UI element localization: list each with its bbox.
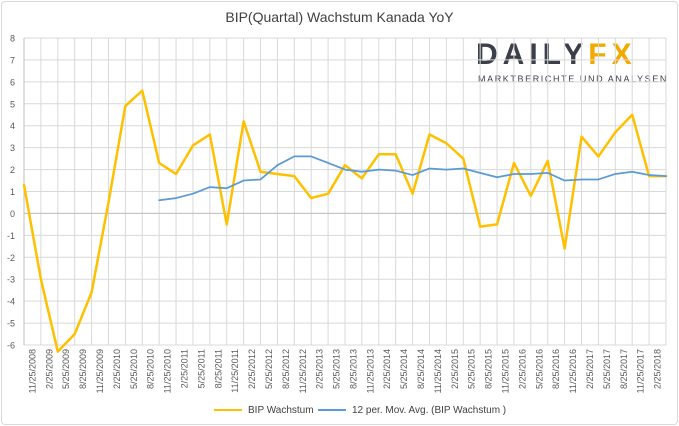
y-tick-label: 8 xyxy=(10,34,15,44)
x-tick-label: 11/25/2014 xyxy=(433,349,443,393)
y-tick-label: 2 xyxy=(10,165,15,175)
x-tick-label: 2/25/2014 xyxy=(382,349,392,389)
x-tick-label: 5/25/2012 xyxy=(264,349,274,389)
x-tick-label: 8/25/2013 xyxy=(348,349,358,389)
gridlines xyxy=(23,37,667,346)
y-tick-label: 5 xyxy=(10,99,15,109)
x-tick-label: 8/25/2014 xyxy=(416,349,426,389)
legend-item-avg: 12 per. Mov. Avg. (BIP Wachstum ) xyxy=(318,403,506,417)
y-tick-label: -6 xyxy=(7,341,15,351)
x-tick-label: 2/25/2013 xyxy=(315,349,325,389)
x-tick-label: 11/25/2011 xyxy=(230,349,240,393)
x-tick-label: 11/25/2009 xyxy=(95,349,105,393)
x-tick-label: 8/25/2010 xyxy=(146,349,156,389)
x-tick-label: 2/25/2009 xyxy=(44,349,54,389)
x-tick-label: 11/25/2010 xyxy=(163,349,173,393)
y-tick-label: 6 xyxy=(10,77,15,87)
logo-tagline: MARKTBERICHTE UND ANALYSEN xyxy=(478,74,668,84)
x-tick-label: 11/25/2015 xyxy=(501,349,511,393)
x-tick-label: 8/25/2017 xyxy=(619,349,629,389)
x-tick-label: 5/25/2011 xyxy=(196,349,206,388)
y-tick-label: -4 xyxy=(7,297,15,307)
logo-wordmark: DAILYFX xyxy=(476,38,637,71)
y-tick-label: 0 xyxy=(10,209,15,219)
x-tick-label: 2/25/2016 xyxy=(517,349,527,389)
x-tick-label: 2/25/2010 xyxy=(112,349,122,389)
x-tick-label: 11/25/2016 xyxy=(568,349,578,393)
legend-swatch-bip xyxy=(214,409,242,411)
y-tick-label: -1 xyxy=(7,231,15,241)
x-tick-label: 8/25/2012 xyxy=(281,349,291,389)
x-tick-label: 2/25/2012 xyxy=(247,349,257,389)
x-tick-label: 8/25/2015 xyxy=(484,349,494,389)
x-tick-label: 2/25/2018 xyxy=(653,349,663,389)
y-tick-label: -5 xyxy=(7,319,15,329)
x-tick-label: 2/25/2011 xyxy=(180,349,190,388)
x-tick-label: 5/25/2013 xyxy=(332,349,342,389)
series-line-bip-wachstum xyxy=(22,89,668,353)
legend-label-avg: 12 per. Mov. Avg. (BIP Wachstum ) xyxy=(352,404,507,416)
legend-item-bip: BIP Wachstum xyxy=(214,403,314,417)
series-lines xyxy=(22,89,668,353)
x-tick-labels: 11/25/2008 2/25/2009 5/25/2009 8/25/2009 11/… xyxy=(27,349,662,393)
x-tick-label: 5/25/2017 xyxy=(602,349,612,389)
legend-label-bip: BIP Wachstum xyxy=(248,404,314,416)
y-tick-labels: -6 -5 -4 -3 -2 -1 0 1 2 3 4 5 6 7 8 xyxy=(7,34,15,351)
x-tick-label: 11/25/2013 xyxy=(365,349,375,393)
x-tick-label: 8/25/2016 xyxy=(551,349,561,389)
x-tick-label: 11/25/2008 xyxy=(27,349,37,393)
x-tick-label: 5/25/2009 xyxy=(61,349,71,389)
x-tick-label: 8/25/2009 xyxy=(78,349,88,389)
chart-legend: BIP Wachstum 12 per. Mov. Avg. (BIP Wach… xyxy=(0,403,679,417)
x-tick-label: 5/25/2016 xyxy=(534,349,544,389)
y-tick-label: -3 xyxy=(7,275,15,285)
legend-swatch-avg xyxy=(318,409,346,411)
x-tick-label: 2/25/2017 xyxy=(585,349,595,389)
x-tick-label: 2/25/2015 xyxy=(450,349,460,389)
y-tick-label: 3 xyxy=(10,143,15,153)
series-line-moving-average xyxy=(158,155,667,202)
x-tick-label: 11/25/2017 xyxy=(636,349,646,393)
y-tick-label: 1 xyxy=(10,187,15,197)
y-tick-label: -2 xyxy=(7,253,15,263)
dailyfx-logo: DAILYFX MARKTBERICHTE UND ANALYSEN xyxy=(468,38,668,90)
chart-title: BIP(Quartal) Wachstum Kanada YoY xyxy=(225,9,454,25)
x-tick-label: 11/25/2012 xyxy=(298,349,308,393)
x-tick-label: 5/25/2015 xyxy=(467,349,477,389)
y-tick-label: 7 xyxy=(10,55,15,65)
y-tick-label: 4 xyxy=(10,121,15,131)
x-tick-label: 5/25/2014 xyxy=(399,349,409,389)
x-tick-label: 8/25/2011 xyxy=(213,349,223,388)
x-tick-label: 5/25/2010 xyxy=(129,349,139,389)
